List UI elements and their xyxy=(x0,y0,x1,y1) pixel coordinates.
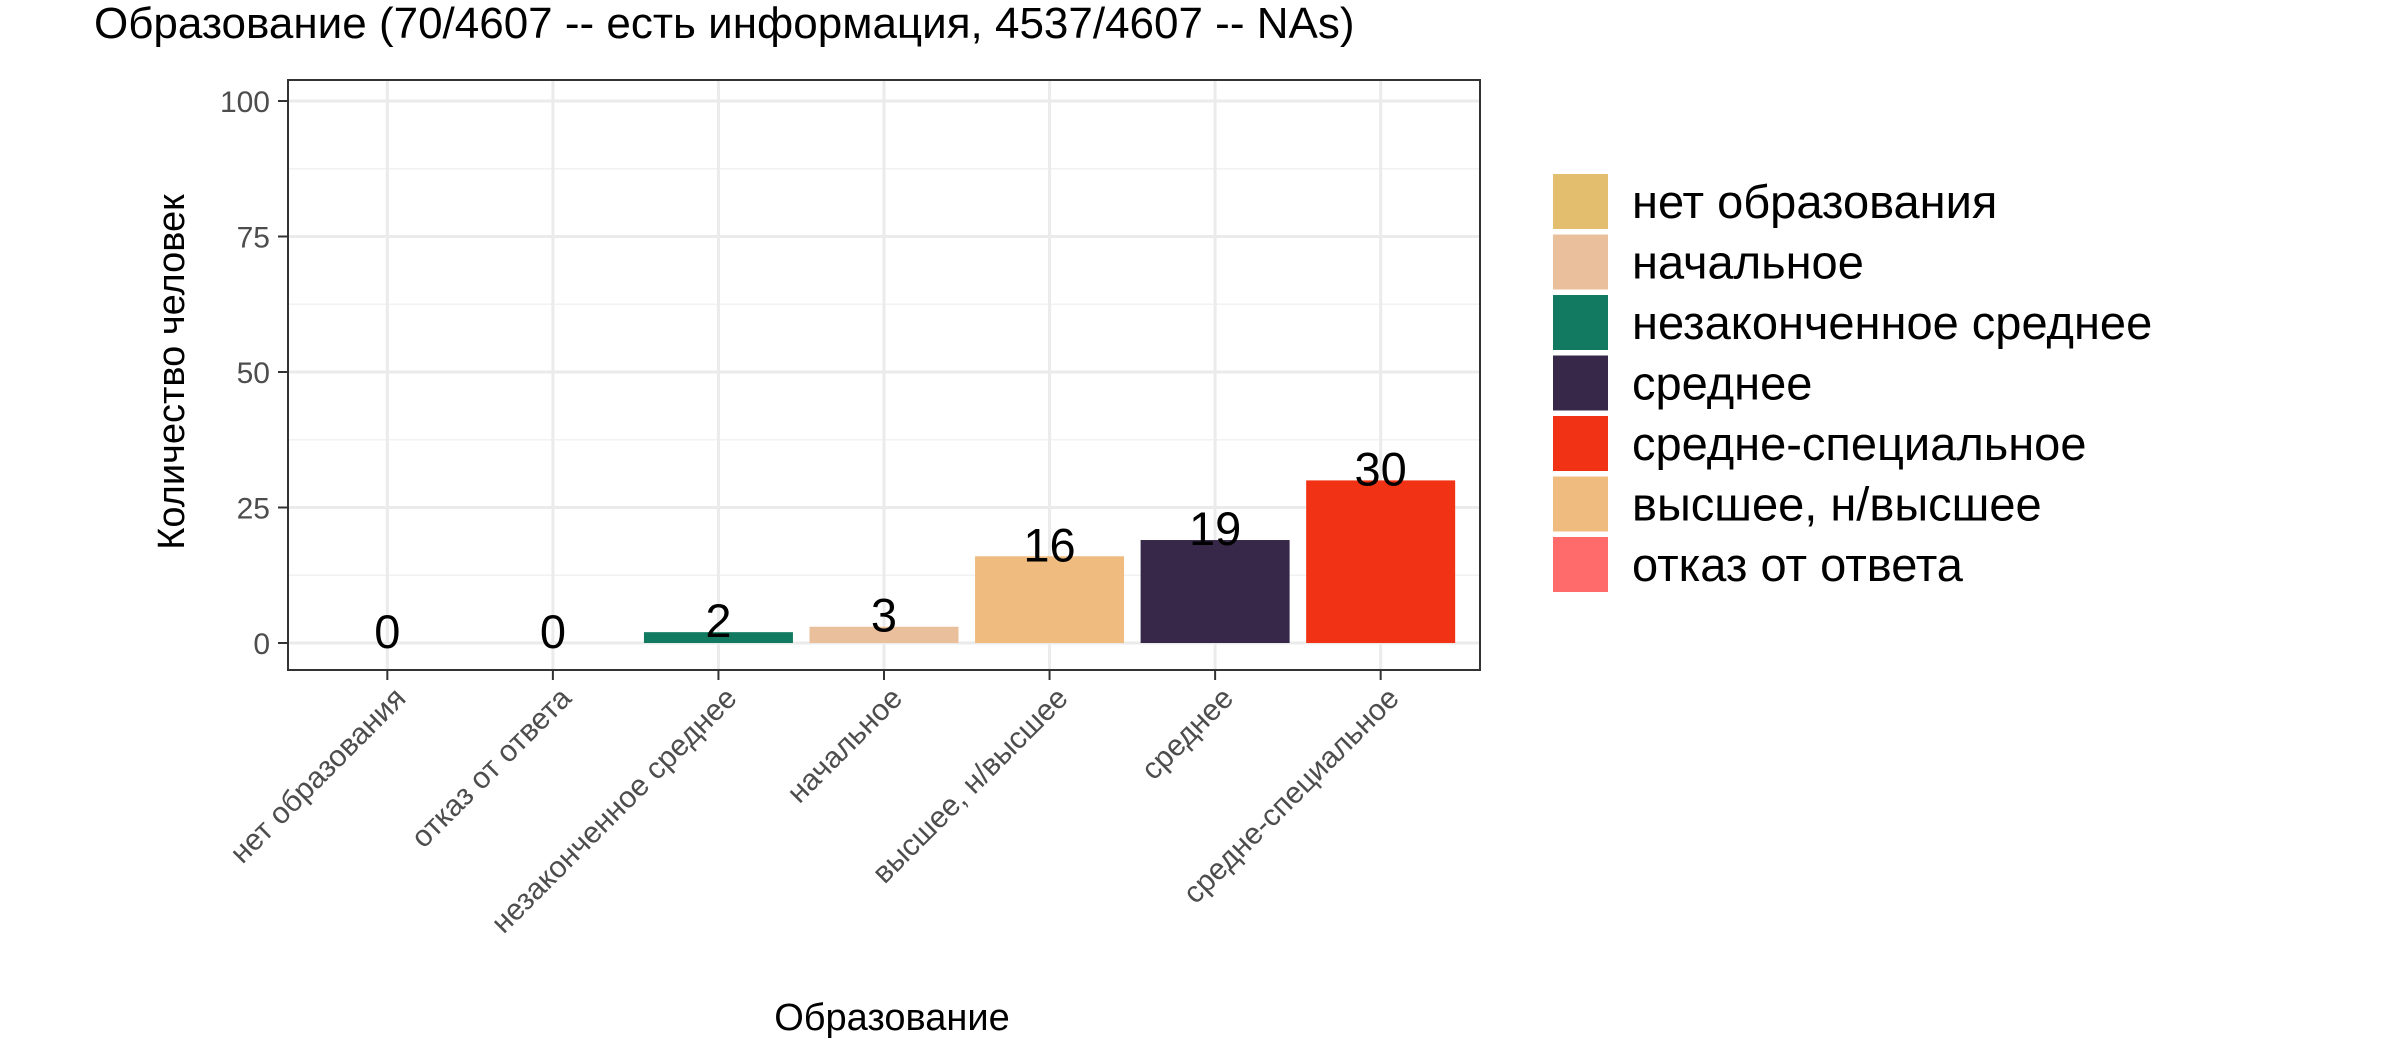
y-tick-label: 25 xyxy=(237,493,270,526)
data-label: 3 xyxy=(871,589,897,642)
legend-label: незаконченное среднее xyxy=(1632,296,2152,349)
y-axis: 0 25 50 75 100 xyxy=(220,86,288,661)
legend-swatch xyxy=(1553,416,1608,471)
data-label: 30 xyxy=(1355,442,1407,495)
legend-swatch xyxy=(1553,476,1608,532)
legend-label: среднее xyxy=(1632,357,1812,410)
y-tick-label: 100 xyxy=(220,86,270,119)
legend-swatch xyxy=(1553,174,1608,229)
data-label: 19 xyxy=(1189,502,1241,555)
bar xyxy=(643,632,793,643)
data-label: 2 xyxy=(705,594,731,647)
x-tick-label: среднее xyxy=(1135,682,1240,787)
legend: нет образования начальное незаконченное ср… xyxy=(1553,174,2152,592)
data-label: 0 xyxy=(540,605,566,658)
x-tick-label: нет образования xyxy=(224,682,412,870)
x-tick-label: отказ от ответа xyxy=(405,681,578,854)
x-tick-label: начальное xyxy=(781,682,909,810)
bar xyxy=(1306,480,1456,643)
bars xyxy=(643,480,1456,643)
legend-swatch xyxy=(1553,355,1608,411)
grid xyxy=(288,80,1480,670)
data-label: 16 xyxy=(1023,518,1075,571)
legend-swatch xyxy=(1553,234,1608,290)
legend-label: нет образования xyxy=(1632,175,1997,228)
legend-label: средне-специальное xyxy=(1632,417,2086,470)
legend-label: отказ от ответа xyxy=(1632,538,1964,591)
legend-label: высшее, н/высшее xyxy=(1632,478,2042,531)
bar xyxy=(1140,540,1290,643)
y-axis-title: Количество человек xyxy=(151,194,193,550)
y-tick-label: 75 xyxy=(237,222,270,255)
bar xyxy=(975,556,1125,643)
data-labels: 0 0 2 3 16 19 30 xyxy=(374,442,1407,658)
legend-swatch xyxy=(1553,295,1608,350)
legend-label: начальное xyxy=(1632,236,1864,289)
x-axis-title: Образование xyxy=(774,997,1010,1039)
chart-title: Образование (70/4607 -- есть информация,… xyxy=(94,0,1355,48)
data-label: 0 xyxy=(374,605,400,658)
y-tick-label: 0 xyxy=(253,628,270,661)
legend-swatch xyxy=(1553,537,1608,592)
y-tick-label: 50 xyxy=(237,357,270,390)
bar xyxy=(809,626,959,643)
